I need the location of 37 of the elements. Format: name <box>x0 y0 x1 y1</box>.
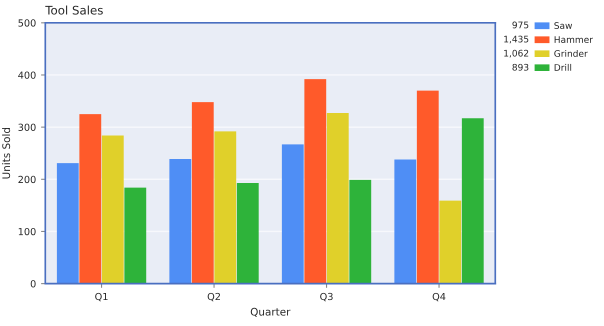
bar <box>236 182 259 284</box>
y-tick-label: 0 <box>30 280 36 288</box>
x-tick-label: Q1 <box>95 292 108 302</box>
bar <box>439 200 462 284</box>
bar <box>416 90 439 284</box>
text: 1,062 <box>504 50 528 58</box>
bar <box>169 158 192 284</box>
x-tick-label: Q3 <box>320 292 333 302</box>
bar <box>79 114 102 284</box>
bar <box>192 102 214 284</box>
legend-label: Saw <box>554 22 572 29</box>
chart-title: Tool Sales <box>45 6 103 15</box>
x-tick-label: Q2 <box>208 292 220 302</box>
bar <box>56 163 79 284</box>
bar <box>462 118 484 284</box>
legend-label: Hammer <box>554 36 593 43</box>
bar <box>102 135 124 284</box>
bar <box>394 159 416 284</box>
bar <box>349 180 372 284</box>
bar <box>304 79 326 284</box>
y-tick-label: 300 <box>18 124 36 131</box>
y-tick-label: 500 <box>18 19 36 27</box>
text: 975 <box>512 22 528 28</box>
bar <box>124 188 146 284</box>
text: 893 <box>512 64 528 71</box>
bar <box>214 131 236 284</box>
y-tick-label: 400 <box>18 71 36 79</box>
y-axis-title: Units Sold <box>2 128 10 179</box>
bar <box>282 144 304 284</box>
x-axis-title: Quarter <box>250 308 290 317</box>
y-tick-label: 200 <box>18 176 36 184</box>
legend-label: Drill <box>554 64 572 71</box>
bar <box>326 113 349 284</box>
x-tick-label: Q4 <box>432 292 446 302</box>
legend-label: Grinder <box>554 50 588 57</box>
y-tick-label: 100 <box>18 228 36 236</box>
text: 1,435 <box>504 36 528 44</box>
